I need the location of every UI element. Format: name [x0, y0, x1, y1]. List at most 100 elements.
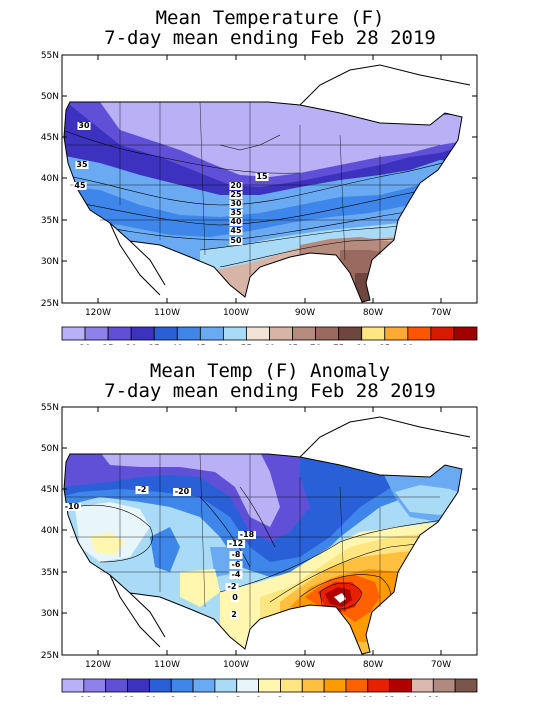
colorbar-label: 2	[278, 696, 284, 697]
contour-label-bg	[230, 611, 238, 619]
lon-label: 110W	[154, 308, 180, 318]
colorbar-swatch	[301, 678, 325, 693]
contour-label-bg	[229, 191, 243, 199]
map1-title-line2: 7-day mean ending Feb 28 2019	[104, 27, 436, 49]
contour-label-bg	[75, 161, 89, 169]
contour-label-bg	[229, 227, 243, 235]
contour-label: 40	[230, 217, 242, 226]
colorbar-swatch	[83, 678, 107, 693]
contour-label-bg	[77, 122, 91, 130]
colorbar-label: -2	[232, 696, 241, 697]
colorbar-label: 45	[195, 344, 206, 345]
lat-label: 50N	[41, 92, 59, 102]
colorbar-swatch	[430, 326, 455, 341]
colorbar-label: -8	[167, 696, 176, 697]
colorbar-swatch	[384, 326, 409, 341]
colorbar-swatch	[105, 678, 128, 693]
contour-label: -4	[232, 570, 241, 579]
lon-label: 80W	[363, 308, 383, 318]
contour-label: -12	[229, 539, 243, 548]
contour-label-bg	[225, 583, 239, 591]
lon-label: 120W	[85, 660, 111, 670]
colorbar-label: 40	[172, 344, 184, 345]
colorbar-swatch	[361, 326, 386, 341]
lat-label: 40N	[41, 526, 59, 536]
colorbar-swatch	[454, 678, 478, 693]
contour-label-bg	[173, 488, 191, 496]
colorbar-label: -14	[98, 696, 113, 697]
colorbar-swatch	[236, 678, 259, 693]
map2-title-line2: 7-day mean ending Feb 28 2019	[104, 380, 436, 402]
contour-label-bg	[135, 486, 149, 494]
colorbar-swatch	[280, 678, 303, 693]
contour-label-bg	[73, 182, 87, 190]
contour-label: 50	[230, 236, 242, 245]
colorbar-swatch	[258, 678, 281, 693]
contour-label: -18	[240, 530, 255, 539]
colorbar-label: 70	[310, 344, 322, 345]
colorbar-label: 90	[402, 344, 414, 345]
lat-label: 45N	[41, 133, 59, 143]
colorbar-label: 65	[287, 344, 298, 345]
contour-label: -20	[175, 487, 190, 496]
colorbar-swatch	[323, 678, 347, 693]
contour-label: 0	[232, 593, 238, 602]
colorbar-swatch	[345, 678, 369, 693]
lat-label: 40N	[41, 174, 59, 184]
colorbar-swatch	[84, 326, 109, 341]
colorbar-label: 4	[299, 696, 305, 697]
colorbar-label: 60	[264, 344, 276, 345]
contour-label-bg	[229, 200, 243, 208]
colorbar-swatch	[246, 326, 270, 341]
colorbar-label: 75	[333, 344, 344, 345]
colorbar-label: -4	[210, 696, 219, 697]
colorbar-swatch	[148, 678, 172, 693]
contour-label-bg	[229, 209, 243, 217]
colorbar-label: 16	[428, 696, 440, 697]
contour-label-bg	[255, 173, 269, 181]
lon-label: 100W	[223, 660, 249, 670]
contour-label: 25	[230, 190, 242, 199]
colorbar-swatch	[222, 326, 247, 341]
lon-label: 80W	[363, 660, 383, 670]
contour-label-bg	[231, 594, 239, 602]
colorbar-swatch	[214, 678, 238, 693]
colorbar-swatch	[315, 326, 340, 341]
colorbar-label: 10	[362, 696, 374, 697]
lon-label: 100W	[223, 308, 249, 318]
lat-label: 25N	[41, 651, 59, 661]
colorbar-label: 30	[125, 344, 137, 345]
colorbar-label: 85	[379, 344, 390, 345]
contour-label: 20	[230, 181, 242, 190]
contour-label: -6	[232, 560, 241, 569]
colorbar-label: -12	[120, 696, 135, 697]
lat-label: 55N	[41, 51, 59, 61]
contour-label: 35	[230, 208, 242, 217]
map1-title: Mean Temperature (F) 7-day mean ending F…	[0, 8, 540, 48]
colorbar-label: 50	[218, 344, 230, 345]
map2-title-line1: Mean Temp (F) Anomaly	[149, 360, 391, 382]
colorbar-swatch	[367, 678, 391, 693]
contour-label: -10	[65, 502, 80, 511]
colorbar-swatch	[170, 678, 194, 693]
colorbar-swatch	[130, 326, 155, 341]
contour-label: 2	[231, 610, 237, 619]
colorbar-swatch	[192, 678, 216, 693]
colorbar-swatch	[61, 326, 86, 341]
colorbar-swatch	[199, 326, 224, 341]
lat-label: 45N	[41, 485, 59, 495]
contour-label-bg	[229, 182, 243, 190]
contour-label: 15	[256, 172, 268, 181]
contour-label-bg	[229, 561, 243, 569]
contour-label: 45	[74, 181, 86, 190]
colorbar-label: 25	[102, 344, 113, 345]
contour-label: 30	[230, 199, 242, 208]
lon-label: 70W	[431, 308, 451, 318]
colorbar-label: 6	[321, 696, 327, 697]
contour-label-bg	[229, 551, 243, 559]
lat-label: 35N	[41, 216, 59, 226]
colorbar-swatch	[407, 326, 432, 341]
contour-label-bg	[238, 531, 256, 539]
contour-label: 30	[78, 121, 90, 130]
